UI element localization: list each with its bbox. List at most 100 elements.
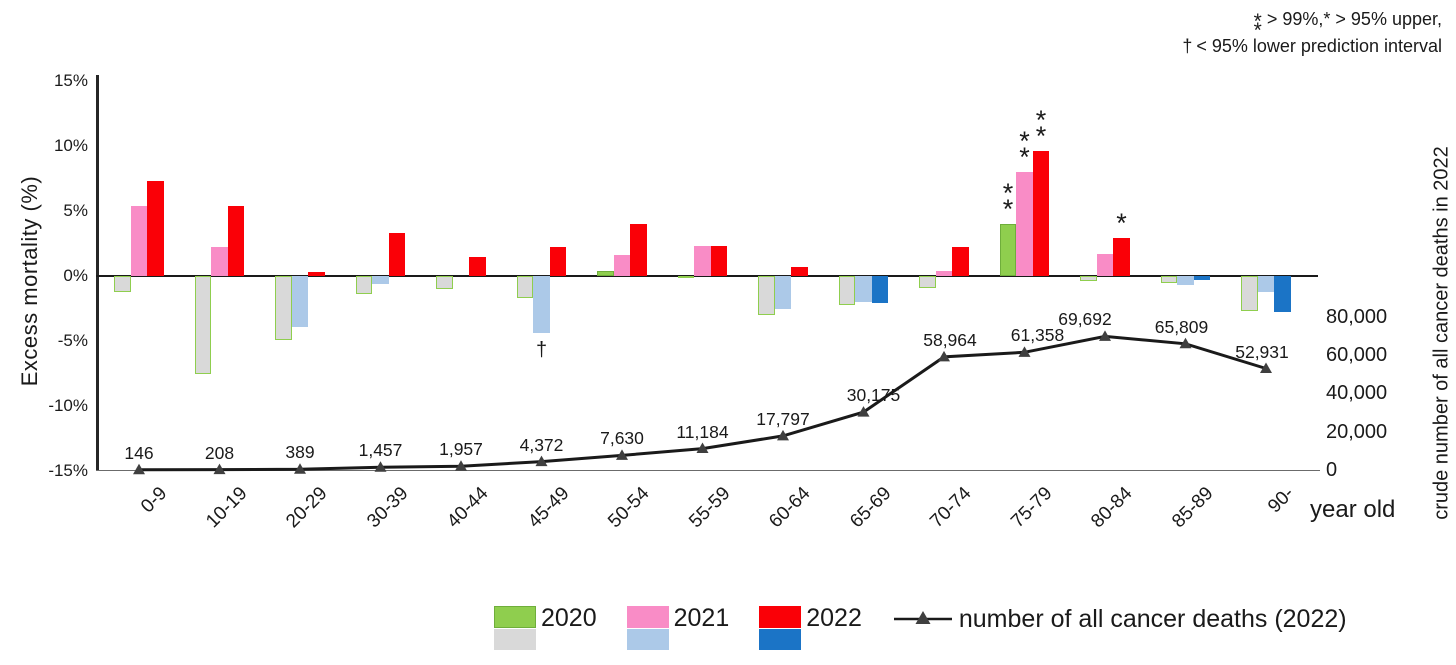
bar-2021-80-84 bbox=[1096, 253, 1114, 276]
x-tick-label-75-79: 75-79 bbox=[1007, 483, 1057, 533]
note-line-1-text: > 99%,* > 95% upper, bbox=[1266, 9, 1442, 29]
right-axis-tick-0: 0 bbox=[1326, 459, 1338, 481]
left-axis-tick-10%: 10% bbox=[53, 136, 88, 155]
x-axis-unit-label: year old bbox=[1310, 496, 1396, 523]
line-marker-20-29 bbox=[294, 463, 306, 474]
line-point-label-10-19: 208 bbox=[204, 442, 235, 463]
bar-2020-45-49 bbox=[516, 276, 534, 299]
line-marker-50-54 bbox=[616, 449, 628, 460]
line-point-label-20-29: 389 bbox=[285, 442, 315, 463]
bar-2020-80-84 bbox=[1080, 276, 1097, 282]
bar-2021-30-39 bbox=[372, 276, 389, 284]
bar-2021-10-19 bbox=[211, 247, 228, 276]
legend-label-2020: 2020 bbox=[541, 604, 597, 632]
bar-2020-40-44 bbox=[436, 276, 453, 289]
left-axis-tick-5%: 5% bbox=[63, 201, 88, 220]
legend-item-line-series: number of all cancer deaths (2022) bbox=[892, 606, 1347, 632]
bar-2022-50-54 bbox=[630, 224, 647, 276]
bar-2020-85-89 bbox=[1160, 276, 1178, 283]
right-axis-tick-40,000: 40,000 bbox=[1326, 382, 1388, 405]
asterisk-glyph: * bbox=[1035, 121, 1047, 152]
bar-2021-20-29 bbox=[291, 276, 309, 327]
line-point-label-60-64: 17,797 bbox=[756, 408, 810, 429]
line-marker-70-74 bbox=[938, 350, 950, 362]
legend-label-2022: 2022 bbox=[806, 604, 862, 632]
double-asterisk-mark: * * bbox=[1253, 11, 1262, 42]
legend-swatch-2021-positive bbox=[626, 606, 669, 628]
x-tick-label-30-39: 30-39 bbox=[363, 483, 413, 533]
bar-2020-75-79 bbox=[999, 224, 1017, 276]
bar-2021-85-89 bbox=[1177, 276, 1194, 286]
bar-2022-70-74 bbox=[952, 247, 969, 276]
legend: 2020 2021 2022 number of all cancer deat… bbox=[494, 606, 1347, 650]
bar-2020-70-74 bbox=[919, 276, 936, 288]
line-point-label-0-9: 146 bbox=[124, 442, 154, 463]
asterisk-mark-2022-75-79: * * bbox=[1024, 105, 1058, 152]
bar-2022-30-39 bbox=[388, 233, 406, 276]
legend-swatch-2022-negative bbox=[759, 629, 802, 650]
x-tick-label-80-84: 80-84 bbox=[1087, 483, 1137, 533]
bar-2022-10-19 bbox=[227, 205, 245, 276]
bar-2022-90- bbox=[1274, 276, 1291, 313]
dagger-mark-45-49: † bbox=[535, 339, 548, 362]
legend-item-2022: 2022 bbox=[759, 606, 862, 650]
bar-2021-0-9 bbox=[130, 205, 148, 276]
bar-2022-40-44 bbox=[469, 256, 486, 276]
bar-2020-90- bbox=[1241, 276, 1258, 312]
bar-2021-50-54 bbox=[613, 255, 631, 276]
left-axis-tick-15%: 15% bbox=[53, 71, 88, 90]
right-axis-tick-60,000: 60,000 bbox=[1326, 343, 1388, 366]
bar-2022-65-69 bbox=[871, 276, 889, 304]
x-axis-baseline bbox=[96, 469, 1320, 471]
x-tick-label-60-64: 60-64 bbox=[765, 483, 815, 533]
prediction-interval-note: * * > 99%,* > 95% upper, † < 95% lower pred… bbox=[1182, 6, 1442, 60]
asterisk-glyph: * bbox=[1035, 105, 1047, 136]
bar-2020-10-19 bbox=[194, 276, 212, 374]
x-tick-label-85-89: 85-89 bbox=[1168, 483, 1218, 533]
asterisk-glyph: * bbox=[1019, 142, 1030, 172]
bar-2022-45-49 bbox=[549, 247, 567, 276]
note-asterisk-1: * bbox=[1253, 19, 1262, 42]
bar-2020-65-69 bbox=[838, 276, 856, 305]
bar-2020-50-54 bbox=[597, 270, 614, 276]
x-tick-label-90-: 90- bbox=[1263, 483, 1298, 518]
zero-percent-line bbox=[96, 274, 1318, 278]
bar-2022-0-9 bbox=[147, 181, 164, 276]
asterisk-mark-2021-75-79: * * bbox=[1008, 128, 1042, 172]
right-axis-title: crude number of all cancer deaths in 202… bbox=[1430, 146, 1453, 520]
y-axis-line bbox=[96, 75, 99, 471]
line-point-label-55-59: 11,184 bbox=[676, 421, 729, 442]
line-point-label-30-39: 1,457 bbox=[358, 440, 403, 461]
bar-2020-55-59 bbox=[677, 276, 695, 278]
line-marker-85-89 bbox=[1179, 337, 1192, 349]
line-point-label-40-44: 1,957 bbox=[439, 439, 483, 460]
asterisk-mark-2022-80-84: * bbox=[1105, 210, 1139, 237]
line-marker-90- bbox=[1260, 362, 1272, 374]
legend-swatch-2021-negative bbox=[626, 629, 669, 650]
note-line-1: * * > 99%,* > 95% upper, bbox=[1182, 6, 1442, 42]
bar-2022-80-84 bbox=[1113, 238, 1130, 276]
x-tick-label-65-69: 65-69 bbox=[846, 483, 896, 533]
asterisk-mark-2020-75-79: * * bbox=[991, 178, 1025, 223]
line-point-label-70-74: 58,964 bbox=[923, 329, 977, 350]
note-line-2: † < 95% lower prediction interval bbox=[1182, 33, 1442, 60]
legend-swatch-2020 bbox=[494, 606, 536, 650]
line-marker-65-69 bbox=[857, 406, 870, 417]
x-tick-label-20-29: 20-29 bbox=[282, 483, 332, 533]
bar-2021-70-74 bbox=[935, 270, 953, 276]
asterisk-glyph: * bbox=[1002, 178, 1014, 208]
legend-swatch-2022-positive bbox=[759, 606, 802, 628]
legend-item-2021: 2021 bbox=[626, 604, 730, 650]
line-marker-55-59 bbox=[696, 442, 709, 454]
x-tick-label-10-19: 10-19 bbox=[202, 483, 252, 533]
bar-2021-90- bbox=[1257, 276, 1275, 292]
legend-label-2021: 2021 bbox=[673, 604, 730, 632]
bar-2021-65-69 bbox=[855, 276, 872, 302]
line-point-label-90-: 52,931 bbox=[1235, 341, 1289, 362]
line-series-icon bbox=[893, 611, 952, 624]
right-axis-tick-80,000: 80,000 bbox=[1326, 305, 1388, 328]
right-axis-tick-20,000: 20,000 bbox=[1326, 420, 1388, 443]
line-point-label-50-54: 7,630 bbox=[600, 428, 644, 449]
bar-2022-20-29 bbox=[308, 272, 325, 276]
